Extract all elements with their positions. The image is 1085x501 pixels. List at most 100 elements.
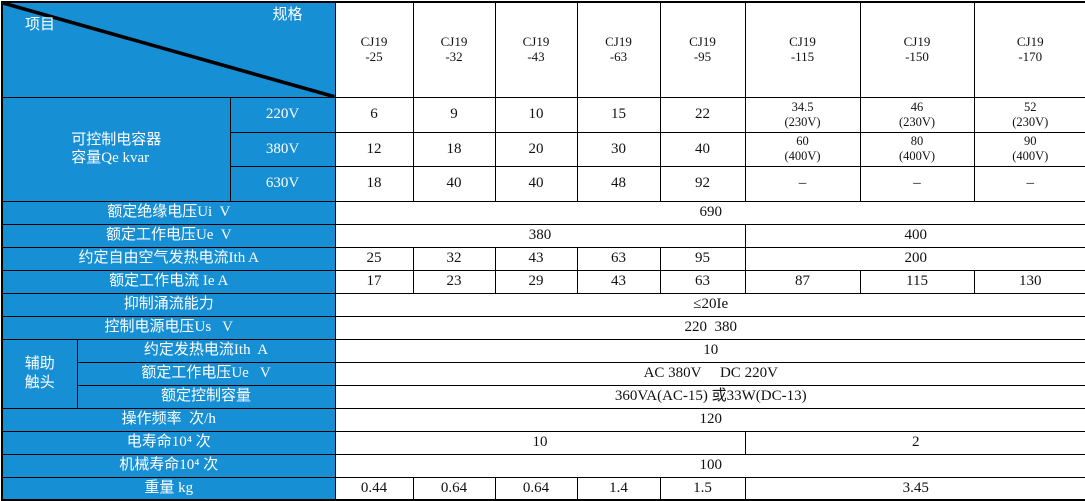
header-row: 项目 规格 CJ19 -25 CJ19 -32 CJ19 -43 CJ19 -6… xyxy=(1,1,1085,98)
electrical-life-left: 10 xyxy=(334,430,746,455)
capacity-cell: 80 (400V) xyxy=(859,131,975,167)
row-label-aux-capacity: 额定控制容量 xyxy=(76,384,336,409)
insulation-value: 690 xyxy=(334,200,1085,225)
model-header-cj19-115: CJ19 -115 xyxy=(744,1,861,98)
model-header-cj19-150: CJ19 -150 xyxy=(859,1,975,98)
weight-cell: 1.5 xyxy=(659,476,746,501)
corner-spec-label: 规格 xyxy=(272,7,303,23)
rated-current-cell: 29 xyxy=(494,269,578,294)
row-aux-capacity: 额定控制容量 360VA(AC-15) 或33W(DC-13) xyxy=(2,384,1085,409)
row-label-insulation: 额定绝缘电压Ui V xyxy=(1,200,336,225)
capacity-cell: 40 xyxy=(412,165,496,202)
inrush-value: ≤20Ie xyxy=(334,292,1085,317)
capacity-cell: 9 xyxy=(412,96,496,133)
capacity-row-220v: 可控制电容器 容量Qe kvar 220V 6 9 10 15 22 34.5 … xyxy=(1,96,1085,202)
corner-item-label: 项目 xyxy=(25,17,56,33)
working-voltage-right: 400 xyxy=(744,223,1085,248)
diagonal-divider-line xyxy=(3,3,334,97)
aux-voltage-value: AC 380V DC 220V xyxy=(334,361,1085,386)
capacity-cell: 48 xyxy=(576,165,661,202)
capacity-cell: 60 (400V) xyxy=(744,131,861,167)
capacity-row-630v: 630V 18 40 40 48 92 – – – xyxy=(2,165,1085,202)
capacity-cell: 6 xyxy=(334,96,414,133)
capacity-cell-empty: – xyxy=(973,165,1085,202)
row-mechanical-life: 机械寿命10⁴ 次 100 xyxy=(1,453,1085,478)
capacity-cell: 92 xyxy=(659,165,746,202)
thermal-cell-merged: 200 xyxy=(744,246,1085,271)
row-label-weight: 重量 kg xyxy=(1,476,336,501)
rated-current-cell: 23 xyxy=(412,269,496,294)
row-free-air-thermal: 约定自由空气发热电流Ith A 25 32 43 63 95 200 xyxy=(1,246,1085,271)
model-header-cj19-43: CJ19 -43 xyxy=(494,1,578,98)
voltage-label-380v: 380V xyxy=(229,131,336,167)
row-weight: 重量 kg 0.44 0.64 0.64 1.4 1.5 3.45 xyxy=(1,476,1085,501)
model-header-cj19-170: CJ19 -170 xyxy=(973,1,1085,98)
row-frequency: 操作频率 次/h 120 xyxy=(1,407,1085,432)
capacity-cell: 52 (230V) xyxy=(973,96,1085,133)
capacity-cell: 46 (230V) xyxy=(859,96,975,133)
row-aux-voltage: 额定工作电压Ue V AC 380V DC 220V xyxy=(2,361,1085,386)
aux-thermal-value: 10 xyxy=(334,338,1085,363)
row-rated-current: 额定工作电流 Ie A 17 23 29 43 63 87 115 130 xyxy=(1,269,1085,294)
row-label-aux-voltage: 额定工作电压Ue V xyxy=(76,361,336,386)
capacity-cell: 10 xyxy=(494,96,578,133)
row-label-rated-current: 额定工作电流 Ie A xyxy=(1,269,336,294)
capacity-cell: 20 xyxy=(494,131,578,167)
row-label-mechanical-life: 机械寿命10⁴ 次 xyxy=(1,453,336,478)
model-header-cj19-25: CJ19 -25 xyxy=(334,1,414,98)
capacity-cell: 90 (400V) xyxy=(973,131,1085,167)
row-working-voltage: 额定工作电压Ue V 380 400 xyxy=(1,223,1085,248)
thermal-cell: 43 xyxy=(494,246,578,271)
rated-current-cell: 130 xyxy=(973,269,1085,294)
row-label-electrical-life: 电寿命10⁴ 次 xyxy=(1,430,336,455)
rated-current-cell: 87 xyxy=(744,269,861,294)
rated-current-cell: 17 xyxy=(334,269,414,294)
weight-cell-merged: 3.45 xyxy=(744,476,1085,501)
row-label-control-voltage: 控制电源电压Us V xyxy=(1,315,336,340)
control-voltage-value: 220 380 xyxy=(334,315,1085,340)
row-insulation-voltage: 额定绝缘电压Ui V 690 xyxy=(1,200,1085,225)
weight-cell: 0.44 xyxy=(334,476,414,501)
electrical-life-right: 2 xyxy=(744,430,1085,455)
model-header-cj19-32: CJ19 -32 xyxy=(412,1,496,98)
row-label-frequency: 操作频率 次/h xyxy=(1,407,336,432)
weight-cell: 0.64 xyxy=(412,476,496,501)
row-label-inrush: 抑制涌流能力 xyxy=(1,292,336,317)
capacity-cell: 18 xyxy=(334,165,414,202)
capacity-group-label-text: 可控制电容器 容量Qe kvar xyxy=(71,131,162,167)
rated-current-cell: 43 xyxy=(576,269,661,294)
working-voltage-left: 380 xyxy=(334,223,746,248)
thermal-cell: 25 xyxy=(334,246,414,271)
row-electrical-life: 电寿命10⁴ 次 10 2 xyxy=(1,430,1085,455)
capacity-cell: 30 xyxy=(576,131,661,167)
capacity-cell: 22 xyxy=(659,96,746,133)
thermal-cell: 32 xyxy=(412,246,496,271)
row-label-free-air-thermal: 约定自由空气发热电流Ith A xyxy=(1,246,336,271)
model-header-cj19-95: CJ19 -95 xyxy=(659,1,746,98)
capacity-cell-empty: – xyxy=(744,165,861,202)
voltage-label-220v: 220V xyxy=(229,96,336,133)
model-header-cj19-63: CJ19 -63 xyxy=(576,1,661,98)
row-control-voltage: 控制电源电压Us V 220 380 xyxy=(1,315,1085,340)
capacity-cell: 18 xyxy=(412,131,496,167)
frequency-value: 120 xyxy=(334,407,1085,432)
capacity-cell: 34.5 (230V) xyxy=(744,96,861,133)
row-label-aux-thermal: 约定发热电流Ith A xyxy=(76,338,336,363)
corner-header-cell: 项目 规格 xyxy=(1,1,336,98)
thermal-cell: 63 xyxy=(576,246,661,271)
thermal-cell: 95 xyxy=(659,246,746,271)
aux-group-label: 辅助 触头 xyxy=(1,338,78,409)
rated-current-cell: 63 xyxy=(659,269,746,294)
capacity-cell-empty: – xyxy=(859,165,975,202)
weight-cell: 0.64 xyxy=(494,476,578,501)
weight-cell: 1.4 xyxy=(576,476,661,501)
capacity-cell: 40 xyxy=(659,131,746,167)
row-label-working-voltage: 额定工作电压Ue V xyxy=(1,223,336,248)
capacity-cell: 15 xyxy=(576,96,661,133)
rated-current-cell: 115 xyxy=(859,269,975,294)
row-aux-thermal: 辅助 触头 约定发热电流Ith A 10 xyxy=(1,338,1085,409)
aux-capacity-value: 360VA(AC-15) 或33W(DC-13) xyxy=(334,384,1085,409)
capacity-cell: 12 xyxy=(334,131,414,167)
